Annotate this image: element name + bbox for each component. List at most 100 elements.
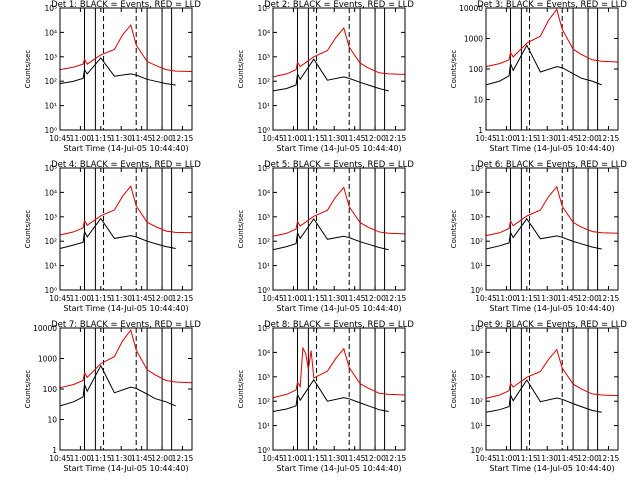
x-tick-label: 11:45: [557, 454, 579, 463]
y-tick-label: 10²: [44, 237, 57, 246]
y-tick-label: 10³: [44, 53, 57, 62]
y-axis-label: Counts/sec: [24, 370, 32, 409]
y-tick-label: 10³: [257, 373, 270, 382]
x-tick-label: 11:30: [323, 134, 345, 143]
panel-title: Det 5: BLACK = Events, RED = LLD: [264, 160, 414, 170]
y-tick-label: 10⁰: [470, 446, 483, 455]
events-series-line: [59, 217, 176, 249]
y-tick-label: 10⁰: [470, 286, 483, 295]
y-axis-label: Counts/sec: [24, 210, 32, 249]
y-tick-label: 10³: [470, 373, 483, 382]
plot-frame: [485, 327, 619, 451]
y-tick-label: 1000: [38, 355, 57, 364]
plot-frame: [485, 167, 619, 291]
x-tick-label: 11:45: [557, 294, 579, 303]
y-tick-label: 10²: [44, 77, 57, 86]
y-tick-label: 100: [43, 385, 58, 394]
plot-frame: [272, 7, 406, 131]
y-tick-label: 10¹: [257, 422, 270, 431]
y-tick-label: 10³: [44, 213, 57, 222]
x-axis-label: Start Time (14-Jul-05 10:44:40): [489, 464, 614, 473]
y-axis-label: Counts/sec: [450, 370, 458, 409]
y-tick-label: 10⁵: [44, 164, 57, 173]
x-tick-label: 12:00: [577, 294, 599, 303]
y-axis-label: Counts/sec: [24, 50, 32, 89]
y-tick-label: 10³: [257, 53, 270, 62]
lld-series-line: [485, 185, 619, 237]
detector-panel-3: Det 3: BLACK = Events, RED = LLD 1 10 100 10…: [450, 0, 627, 153]
panel-title: Det 3: BLACK = Events, RED = LLD: [477, 0, 627, 10]
x-tick-label: 12:00: [151, 294, 173, 303]
y-tick-label: 10⁰: [257, 446, 270, 455]
y-tick-label: 1: [52, 446, 57, 455]
x-tick-label: 12:15: [172, 294, 194, 303]
x-tick-label: 11:45: [131, 454, 153, 463]
detector-panel-6: Det 6: BLACK = Events, RED = LLD 10⁰ 10¹ 10…: [450, 160, 627, 313]
events-series-line: [485, 379, 602, 413]
x-tick-label: 12:15: [598, 134, 620, 143]
y-tick-label: 10¹: [470, 262, 483, 271]
y-tick-label: 10⁴: [257, 28, 270, 37]
y-tick-label: 10¹: [44, 102, 57, 111]
x-tick-label: 12:00: [577, 134, 599, 143]
x-tick-label: 12:15: [598, 294, 620, 303]
x-tick-label: 11:30: [110, 454, 132, 463]
x-axis-label: Start Time (14-Jul-05 10:44:40): [276, 464, 401, 473]
y-axis-label: Counts/sec: [450, 210, 458, 249]
x-tick-label: 12:15: [172, 454, 194, 463]
lld-series-line: [272, 27, 406, 78]
x-tick-label: 11:45: [344, 294, 366, 303]
x-tick-label: 10:45: [262, 134, 284, 143]
x-tick-label: 11:15: [516, 294, 538, 303]
x-tick-label: 11:30: [536, 454, 558, 463]
x-tick-label: 11:45: [131, 294, 153, 303]
lld-series-line: [59, 24, 193, 72]
detector-panel-5: Det 5: BLACK = Events, RED = LLD 10⁰ 10¹ 10…: [237, 160, 414, 313]
x-axis-label: Start Time (14-Jul-05 10:44:40): [276, 144, 401, 153]
y-tick-label: 10¹: [257, 102, 270, 111]
y-tick-label: 10⁴: [44, 28, 57, 37]
events-series-line: [272, 218, 389, 251]
x-tick-label: 11:45: [344, 134, 366, 143]
y-tick-label: 10⁵: [257, 4, 270, 13]
x-tick-label: 11:45: [344, 454, 366, 463]
y-tick-label: 10²: [470, 237, 483, 246]
x-tick-label: 11:00: [283, 454, 305, 463]
y-tick-label: 10⁵: [257, 164, 270, 173]
x-tick-label: 11:45: [557, 134, 579, 143]
y-axis-label: Counts/sec: [237, 210, 245, 249]
y-tick-label: 10¹: [257, 262, 270, 271]
detector-panel-2: Det 2: BLACK = Events, RED = LLD 10⁰ 10¹ 10…: [237, 0, 414, 153]
y-tick-label: 10⁴: [257, 348, 270, 357]
y-tick-label: 10²: [257, 237, 270, 246]
x-tick-label: 10:45: [49, 454, 71, 463]
y-tick-label: 10³: [470, 213, 483, 222]
x-tick-label: 12:15: [385, 454, 407, 463]
x-tick-label: 11:00: [496, 294, 518, 303]
x-tick-label: 11:15: [516, 134, 538, 143]
x-tick-label: 11:15: [90, 134, 112, 143]
x-tick-label: 11:00: [283, 134, 305, 143]
y-tick-label: 10¹: [470, 422, 483, 431]
plot-frame: [59, 167, 193, 291]
x-tick-label: 12:15: [172, 134, 194, 143]
y-tick-label: 10: [473, 96, 483, 105]
x-tick-label: 11:15: [90, 454, 112, 463]
y-tick-label: 10⁵: [44, 4, 57, 13]
x-tick-label: 10:45: [475, 454, 497, 463]
panel-title: Det 2: BLACK = Events, RED = LLD: [264, 0, 414, 10]
x-tick-label: 11:00: [70, 294, 92, 303]
y-tick-label: 10⁰: [257, 286, 270, 295]
detector-panel-4: Det 4: BLACK = Events, RED = LLD 10⁰ 10¹ 10…: [24, 160, 201, 313]
detector-panel-9: Det 9: BLACK = Events, RED = LLD 10⁰ 10¹ 10…: [450, 320, 627, 473]
x-axis-label: Start Time (14-Jul-05 10:44:40): [63, 304, 188, 313]
plot-frame: [272, 167, 406, 291]
x-tick-label: 11:30: [323, 454, 345, 463]
x-tick-label: 11:30: [323, 294, 345, 303]
y-tick-label: 1: [478, 126, 483, 135]
y-tick-label: 10⁴: [470, 188, 483, 197]
y-tick-label: 10000: [33, 324, 57, 333]
x-tick-label: 11:00: [70, 454, 92, 463]
x-tick-label: 10:45: [262, 454, 284, 463]
